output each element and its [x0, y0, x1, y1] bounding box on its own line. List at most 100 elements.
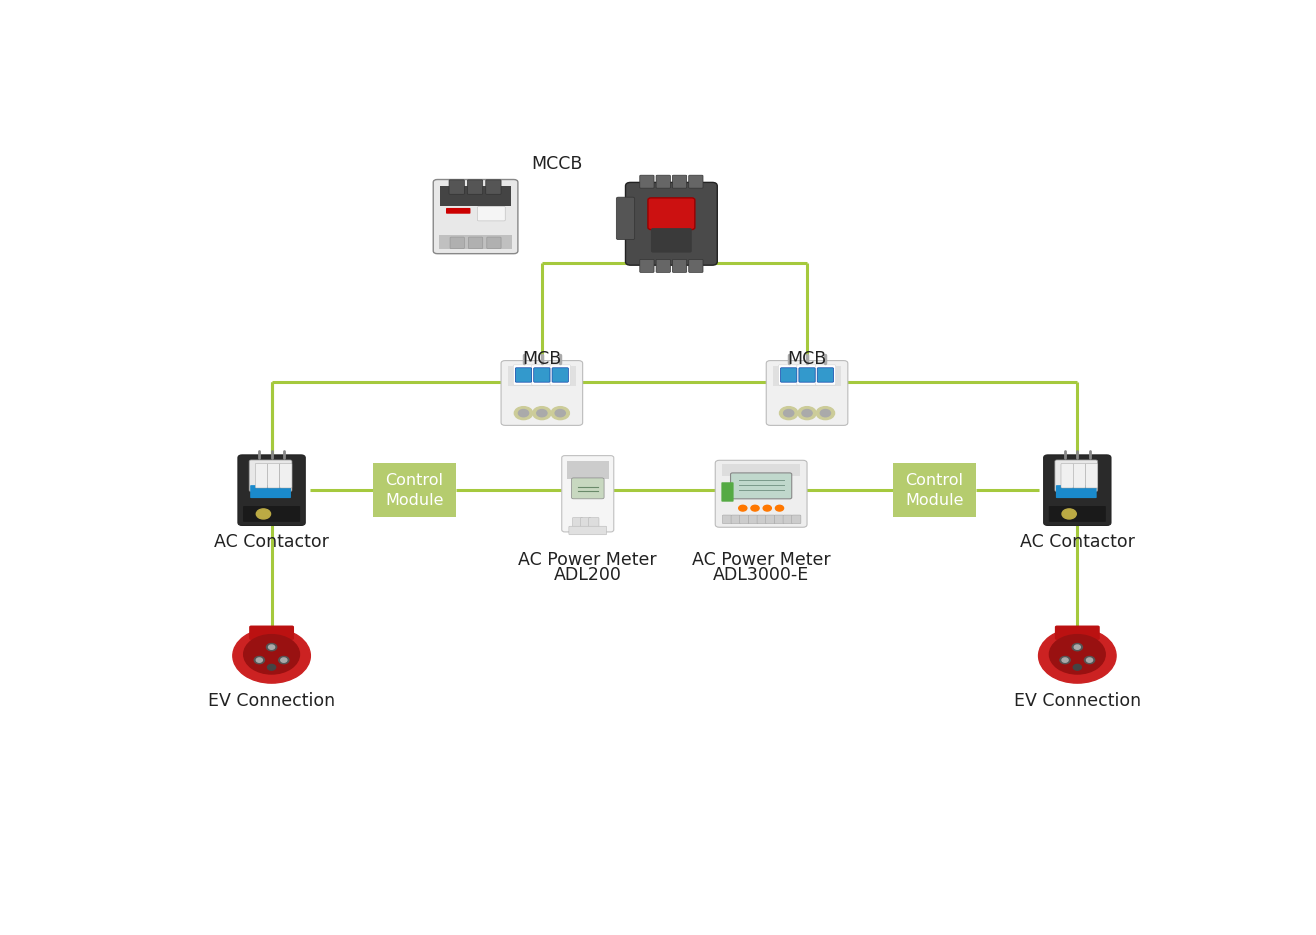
FancyBboxPatch shape: [740, 515, 749, 524]
FancyBboxPatch shape: [450, 237, 465, 249]
FancyBboxPatch shape: [1061, 464, 1074, 488]
FancyBboxPatch shape: [774, 515, 783, 524]
Circle shape: [537, 410, 547, 417]
FancyBboxPatch shape: [467, 180, 483, 194]
Circle shape: [551, 407, 570, 420]
FancyBboxPatch shape: [688, 259, 703, 272]
Circle shape: [267, 665, 275, 670]
Circle shape: [233, 628, 311, 683]
FancyBboxPatch shape: [892, 463, 976, 517]
Circle shape: [279, 656, 290, 664]
FancyBboxPatch shape: [433, 180, 519, 253]
Circle shape: [751, 505, 759, 511]
Circle shape: [257, 509, 271, 519]
Circle shape: [783, 410, 794, 417]
FancyBboxPatch shape: [716, 460, 807, 527]
Circle shape: [280, 658, 287, 662]
Circle shape: [738, 505, 747, 511]
Circle shape: [1059, 656, 1070, 664]
FancyBboxPatch shape: [732, 515, 740, 524]
FancyBboxPatch shape: [255, 464, 267, 488]
FancyBboxPatch shape: [657, 175, 670, 188]
FancyBboxPatch shape: [766, 361, 848, 425]
FancyBboxPatch shape: [721, 482, 733, 502]
FancyBboxPatch shape: [640, 259, 654, 272]
FancyBboxPatch shape: [1074, 464, 1086, 488]
FancyBboxPatch shape: [1086, 464, 1098, 488]
Circle shape: [257, 658, 262, 662]
FancyBboxPatch shape: [647, 198, 695, 230]
FancyBboxPatch shape: [792, 515, 801, 524]
Circle shape: [797, 407, 816, 420]
Circle shape: [266, 643, 276, 651]
FancyBboxPatch shape: [780, 367, 797, 382]
FancyBboxPatch shape: [468, 237, 483, 249]
FancyBboxPatch shape: [815, 365, 836, 385]
Circle shape: [268, 645, 275, 649]
Text: AC Contactor: AC Contactor: [1020, 533, 1134, 552]
Circle shape: [1074, 645, 1080, 649]
Text: AC Contactor: AC Contactor: [215, 533, 329, 552]
FancyBboxPatch shape: [1055, 460, 1098, 492]
FancyBboxPatch shape: [572, 518, 583, 528]
FancyBboxPatch shape: [774, 366, 841, 386]
Text: EV Connection: EV Connection: [208, 692, 336, 710]
FancyBboxPatch shape: [730, 473, 792, 498]
FancyBboxPatch shape: [766, 515, 775, 524]
Circle shape: [763, 505, 771, 511]
Circle shape: [555, 410, 566, 417]
FancyBboxPatch shape: [779, 365, 799, 385]
FancyBboxPatch shape: [688, 175, 703, 188]
Circle shape: [1049, 635, 1105, 674]
FancyBboxPatch shape: [640, 175, 654, 188]
Text: Control
Module: Control Module: [386, 473, 443, 508]
FancyBboxPatch shape: [446, 208, 471, 214]
FancyBboxPatch shape: [534, 367, 550, 382]
FancyBboxPatch shape: [757, 515, 766, 524]
Circle shape: [779, 407, 797, 420]
FancyBboxPatch shape: [553, 367, 569, 382]
FancyBboxPatch shape: [651, 228, 692, 252]
FancyBboxPatch shape: [1049, 506, 1105, 522]
FancyBboxPatch shape: [1055, 485, 1096, 498]
Circle shape: [519, 410, 529, 417]
FancyBboxPatch shape: [249, 460, 292, 492]
FancyBboxPatch shape: [487, 237, 501, 249]
Text: ADL200: ADL200: [554, 566, 621, 583]
Text: MCB: MCB: [787, 350, 826, 367]
Circle shape: [1062, 658, 1069, 662]
FancyBboxPatch shape: [569, 526, 607, 535]
Text: ADL3000-E: ADL3000-E: [713, 566, 809, 583]
FancyBboxPatch shape: [550, 365, 570, 385]
FancyBboxPatch shape: [501, 361, 583, 425]
Text: AC Power Meter: AC Power Meter: [519, 552, 657, 569]
Text: MCCB: MCCB: [532, 155, 583, 173]
FancyBboxPatch shape: [672, 175, 687, 188]
FancyBboxPatch shape: [280, 464, 292, 488]
FancyBboxPatch shape: [588, 518, 599, 528]
FancyBboxPatch shape: [562, 455, 613, 532]
Circle shape: [1073, 643, 1082, 651]
FancyBboxPatch shape: [449, 180, 465, 194]
FancyBboxPatch shape: [672, 259, 687, 272]
FancyBboxPatch shape: [441, 186, 511, 206]
Circle shape: [1084, 656, 1095, 664]
Circle shape: [1038, 628, 1116, 683]
Circle shape: [243, 635, 300, 674]
Circle shape: [515, 407, 533, 420]
Circle shape: [775, 505, 783, 511]
FancyBboxPatch shape: [486, 180, 501, 194]
FancyBboxPatch shape: [799, 367, 815, 382]
FancyBboxPatch shape: [797, 365, 817, 385]
FancyBboxPatch shape: [657, 259, 670, 272]
FancyBboxPatch shape: [571, 478, 604, 498]
Circle shape: [533, 407, 551, 420]
FancyBboxPatch shape: [478, 207, 505, 221]
Text: EV Connection: EV Connection: [1013, 692, 1141, 710]
FancyBboxPatch shape: [372, 463, 457, 517]
FancyBboxPatch shape: [1055, 626, 1100, 640]
FancyBboxPatch shape: [516, 367, 532, 382]
Text: AC Power Meter: AC Power Meter: [692, 552, 830, 569]
FancyBboxPatch shape: [783, 515, 792, 524]
FancyBboxPatch shape: [749, 515, 758, 524]
